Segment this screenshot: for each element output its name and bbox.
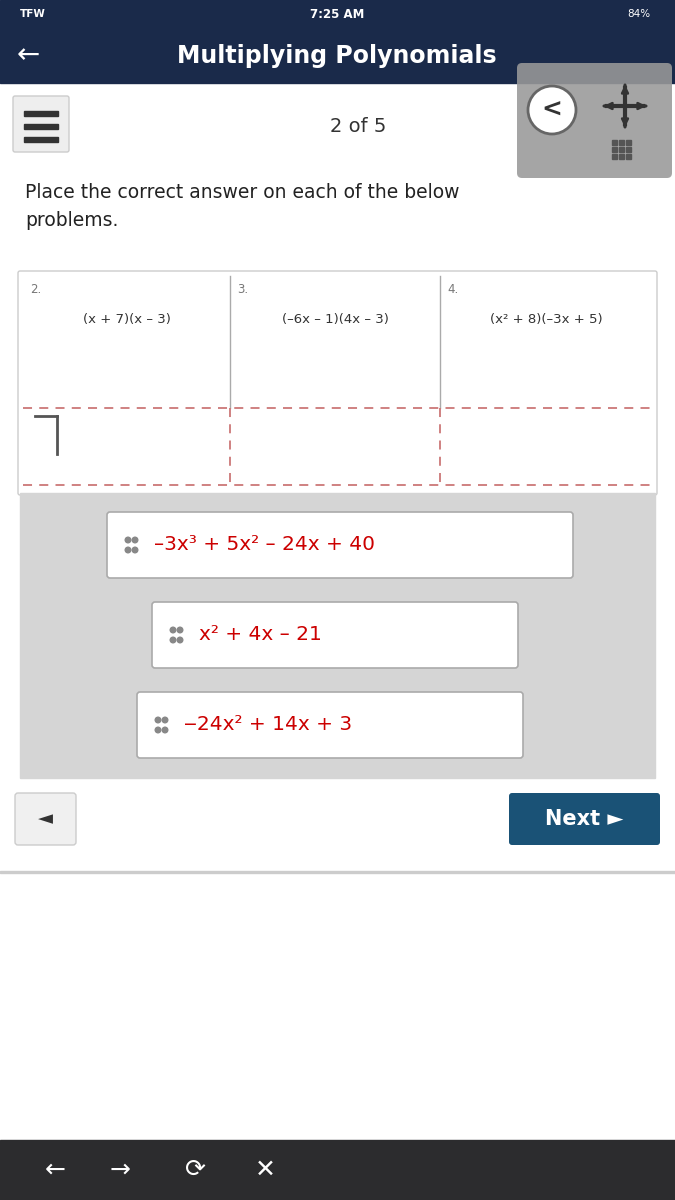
Bar (626, 154, 631, 158)
Circle shape (125, 547, 131, 553)
Circle shape (162, 727, 168, 733)
Bar (0, 28, 675, 83)
Text: –3x³ + 5x² – 24x + 40: –3x³ + 5x² – 24x + 40 (154, 535, 375, 554)
Text: (–6x – 1)(4x – 3): (–6x – 1)(4x – 3) (281, 313, 388, 326)
Text: ✕: ✕ (254, 1158, 275, 1182)
Text: 2 of 5: 2 of 5 (330, 116, 386, 136)
Bar (626, 146, 631, 152)
Circle shape (132, 538, 138, 542)
Bar (612, 154, 617, 158)
Bar (612, 140, 617, 145)
Text: x² + 4x – 21: x² + 4x – 21 (199, 625, 322, 644)
Text: Next ►: Next ► (545, 809, 624, 829)
Circle shape (170, 628, 176, 632)
Text: ←: ← (16, 42, 40, 70)
Bar (619, 154, 624, 158)
Text: ‒24x² + 14x + 3: ‒24x² + 14x + 3 (184, 715, 352, 734)
Text: (x + 7)(x – 3): (x + 7)(x – 3) (82, 313, 170, 326)
Bar (0, 874, 675, 1142)
Circle shape (178, 637, 183, 643)
Bar (619, 140, 624, 145)
Bar (24, 137, 58, 142)
Text: →: → (109, 1158, 130, 1182)
Bar (0, 0, 675, 28)
Text: 7:25 AM: 7:25 AM (310, 7, 364, 20)
FancyBboxPatch shape (107, 512, 573, 578)
Text: Multiplying Polynomials: Multiplying Polynomials (177, 43, 497, 67)
Circle shape (155, 727, 161, 733)
FancyBboxPatch shape (15, 793, 76, 845)
FancyBboxPatch shape (509, 793, 660, 845)
Circle shape (178, 628, 183, 632)
FancyBboxPatch shape (517, 62, 672, 178)
Text: 3.: 3. (237, 283, 248, 296)
Text: TFW: TFW (20, 8, 46, 19)
FancyBboxPatch shape (152, 602, 518, 668)
FancyBboxPatch shape (18, 271, 657, 494)
Circle shape (528, 86, 576, 134)
Text: 2.: 2. (30, 283, 41, 296)
Bar (0, 83, 675, 1153)
FancyBboxPatch shape (13, 96, 69, 152)
Bar (619, 146, 624, 152)
Text: 4.: 4. (447, 283, 458, 296)
Circle shape (162, 718, 168, 722)
Text: 84%: 84% (627, 8, 650, 19)
Circle shape (125, 538, 131, 542)
Bar (0, 1140, 675, 1200)
Text: ←: ← (45, 1158, 65, 1182)
Circle shape (155, 718, 161, 722)
Circle shape (132, 547, 138, 553)
Bar (0, 871, 675, 874)
Bar (24, 110, 58, 116)
Circle shape (170, 637, 176, 643)
FancyBboxPatch shape (137, 692, 523, 758)
Bar (612, 146, 617, 152)
Text: ⟳: ⟳ (184, 1158, 205, 1182)
Bar (24, 124, 58, 128)
Bar (20, 493, 655, 778)
Text: (x² + 8)(–3x + 5): (x² + 8)(–3x + 5) (489, 313, 602, 326)
Text: Place the correct answer on each of the below
problems.: Place the correct answer on each of the … (25, 182, 460, 230)
Bar (626, 140, 631, 145)
Text: ◄: ◄ (38, 810, 53, 828)
Text: <: < (541, 98, 562, 122)
